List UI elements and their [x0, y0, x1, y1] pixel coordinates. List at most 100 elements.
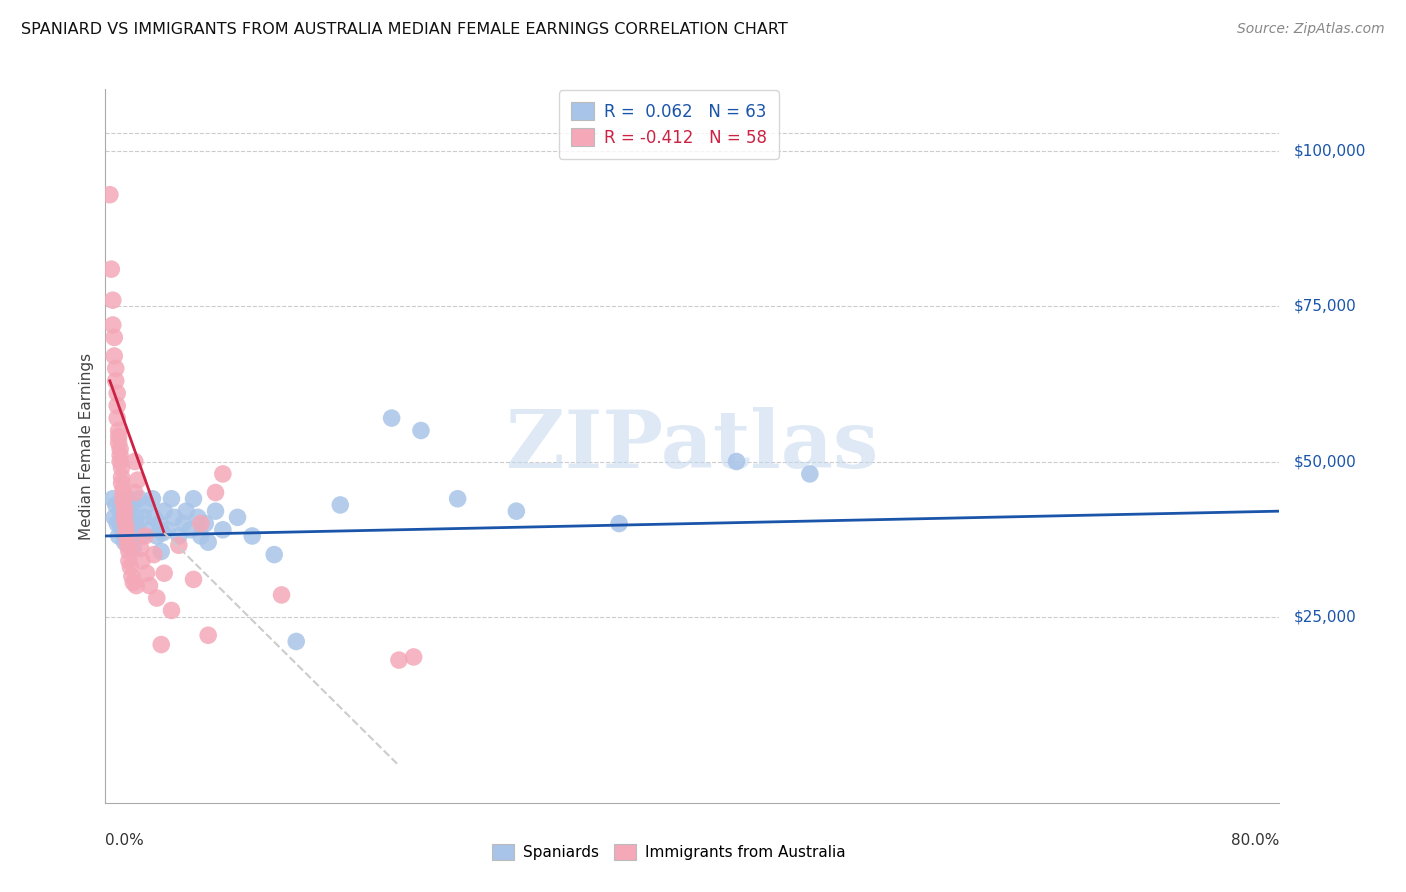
Point	[160, 603, 183, 617]
Point	[110, 460, 132, 475]
Text: 0.0%: 0.0%	[105, 833, 145, 848]
Point	[150, 638, 173, 652]
Point	[285, 634, 308, 648]
Point	[120, 516, 142, 531]
Point	[121, 532, 143, 546]
Point	[108, 454, 131, 468]
Point	[107, 436, 129, 450]
Text: Source: ZipAtlas.com: Source: ZipAtlas.com	[1237, 22, 1385, 37]
Point	[204, 504, 226, 518]
Point	[105, 399, 128, 413]
Point	[127, 473, 149, 487]
Point	[446, 491, 468, 506]
Point	[118, 501, 141, 516]
Point	[134, 529, 156, 543]
Point	[125, 579, 148, 593]
Point	[103, 510, 125, 524]
Point	[226, 510, 249, 524]
Point	[98, 187, 121, 202]
Point	[197, 628, 219, 642]
Text: $25,000: $25,000	[1294, 609, 1357, 624]
Point	[174, 504, 197, 518]
Point	[211, 467, 233, 481]
Point	[112, 489, 135, 503]
Point	[125, 510, 148, 524]
Point	[121, 569, 143, 583]
Text: 80.0%: 80.0%	[1232, 833, 1279, 848]
Legend: Spaniards, Immigrants from Australia: Spaniards, Immigrants from Australia	[486, 838, 852, 866]
Point	[110, 498, 132, 512]
Point	[190, 516, 212, 531]
Point	[112, 510, 135, 524]
Point	[117, 491, 139, 506]
Point	[105, 386, 128, 401]
Point	[112, 525, 135, 540]
Point	[129, 541, 152, 556]
Y-axis label: Median Female Earnings: Median Female Earnings	[79, 352, 94, 540]
Point	[114, 508, 136, 522]
Point	[211, 523, 233, 537]
Point	[114, 516, 136, 531]
Text: $50,000: $50,000	[1294, 454, 1357, 469]
Point	[153, 504, 176, 518]
Point	[402, 650, 425, 665]
Point	[112, 495, 135, 509]
Point	[172, 516, 194, 531]
Point	[135, 566, 157, 581]
Point	[107, 424, 129, 438]
Point	[167, 529, 190, 543]
Point	[100, 262, 122, 277]
Point	[141, 491, 163, 506]
Point	[124, 485, 146, 500]
Point	[112, 483, 135, 497]
Point	[150, 544, 173, 558]
Text: ZIPatlas: ZIPatlas	[506, 407, 879, 485]
Point	[142, 548, 165, 562]
Point	[128, 491, 150, 506]
Point	[138, 579, 160, 593]
Point	[156, 523, 179, 537]
Point	[117, 538, 139, 552]
Point	[101, 491, 124, 506]
Point	[104, 374, 127, 388]
Point	[103, 330, 125, 344]
Point	[388, 653, 411, 667]
Text: $75,000: $75,000	[1294, 299, 1357, 314]
Point	[381, 411, 404, 425]
Point	[117, 532, 139, 546]
Point	[146, 591, 169, 605]
Point	[101, 318, 124, 332]
Point	[163, 510, 186, 524]
Point	[240, 529, 263, 543]
Point	[117, 513, 139, 527]
Point	[110, 476, 132, 491]
Point	[135, 498, 157, 512]
Point	[114, 535, 136, 549]
Point	[194, 516, 217, 531]
Point	[122, 541, 145, 556]
Point	[263, 548, 285, 562]
Point	[118, 529, 141, 543]
Point	[607, 516, 630, 531]
Point	[146, 529, 169, 543]
Point	[110, 470, 132, 484]
Point	[114, 501, 136, 516]
Point	[132, 510, 155, 524]
Point	[108, 516, 131, 531]
Point	[115, 525, 138, 540]
Point	[127, 523, 149, 537]
Point	[104, 498, 127, 512]
Point	[160, 491, 183, 506]
Point	[409, 424, 432, 438]
Point	[149, 516, 172, 531]
Point	[114, 513, 136, 527]
Point	[138, 523, 160, 537]
Text: $100,000: $100,000	[1294, 144, 1365, 159]
Point	[101, 293, 124, 308]
Point	[104, 361, 127, 376]
Point	[121, 498, 143, 512]
Point	[108, 448, 131, 462]
Point	[118, 544, 141, 558]
Point	[190, 529, 212, 543]
Point	[197, 535, 219, 549]
